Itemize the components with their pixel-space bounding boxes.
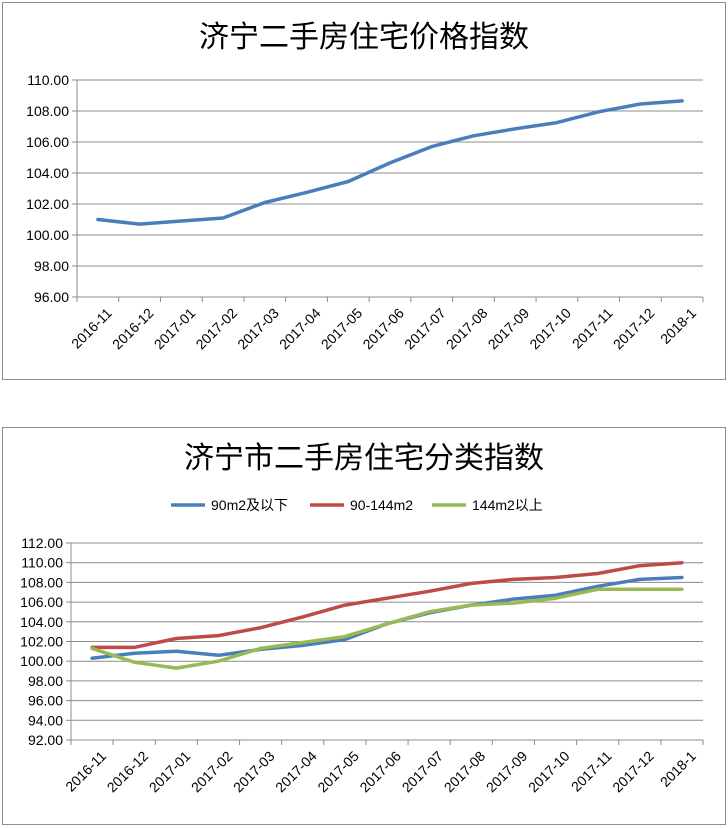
y-tick-label: 104.00 — [20, 614, 63, 630]
x-tick-label: 2017-08 — [443, 305, 491, 353]
legend-label: 90-144m2 — [350, 497, 413, 513]
y-tick-label: 112.00 — [21, 535, 63, 551]
y-tick-label: 110.00 — [21, 555, 63, 571]
y-tick-label: 106.00 — [26, 134, 69, 150]
x-tick-label: 2017-05 — [318, 305, 366, 353]
legend-label: 144m2以上 — [472, 497, 543, 513]
x-tick-label: 2017-05 — [314, 748, 362, 796]
price-index-chart: 济宁二手房住宅价格指数 96.00 98.00 100.00 102.00 104.00 1… — [26, 20, 704, 353]
x-tick-label: 2017-02 — [188, 748, 236, 796]
legend-label: 90m2及以下 — [211, 497, 288, 513]
category-index-chart-panel: 济宁市二手房住宅分类指数 92.00 94.00 96.00 98.00 100.00 10… — [2, 427, 726, 825]
category-index-chart: 济宁市二手房住宅分类指数 92.00 94.00 96.00 98.00 100.00 10… — [20, 441, 704, 796]
x-tick-label: 2017-07 — [401, 305, 449, 353]
series-line-2 — [90, 587, 684, 670]
price-index-chart-panel: 济宁二手房住宅价格指数 96.00 98.00 100.00 102.00 104.00 1… — [2, 2, 726, 380]
x-tick-label: 2017-10 — [525, 748, 573, 796]
y-tick-label: 108.00 — [20, 574, 63, 590]
y-tick-label: 102.00 — [26, 196, 69, 212]
x-tick-label: 2017-11 — [569, 305, 616, 352]
y-tick-label: 100.00 — [26, 227, 69, 243]
x-tick-label: 2017-08 — [441, 748, 489, 796]
chart-title: 济宁市二手房住宅分类指数 — [184, 441, 544, 476]
x-tick-label: 2017-12 — [609, 748, 657, 796]
series-line-1 — [90, 560, 684, 650]
x-tick-label: 2016-12 — [104, 748, 152, 796]
chart-title: 济宁二手房住宅价格指数 — [199, 20, 529, 55]
y-tick-label: 98.00 — [28, 673, 63, 689]
x-tick-label: 2017-03 — [230, 748, 278, 796]
x-tick-label: 2017-03 — [234, 305, 282, 353]
x-tick-label: 2016-11 — [62, 748, 109, 795]
x-tick-label: 2017-01 — [151, 305, 199, 353]
x-tick-label: 2018-1 — [657, 748, 699, 790]
y-tick-label: 94.00 — [28, 712, 63, 728]
y-tick-label: 96.00 — [28, 693, 63, 709]
y-tick-label: 102.00 — [20, 634, 63, 650]
x-tick-label: 2017-06 — [356, 748, 404, 796]
x-tick-label: 2017-09 — [485, 305, 533, 353]
x-tick-label: 2017-07 — [399, 748, 447, 796]
y-tick-label: 108.00 — [26, 103, 69, 119]
x-tick-label: 2017-09 — [483, 748, 531, 796]
x-tick-label: 2017-04 — [276, 305, 324, 353]
x-tick-label: 2017-06 — [359, 305, 407, 353]
x-tick-label: 2017-10 — [526, 305, 574, 353]
x-tick-label: 2016-12 — [109, 305, 157, 353]
x-tick-label: 2018-1 — [657, 305, 699, 347]
y-tick-label: 104.00 — [26, 165, 69, 181]
x-tick-label: 2017-11 — [568, 748, 615, 795]
x-tick-label: 2017-01 — [146, 748, 194, 796]
x-tick-label: 2017-02 — [192, 305, 240, 353]
y-tick-label: 100.00 — [20, 653, 63, 669]
series-line — [96, 99, 684, 226]
y-tick-label: 98.00 — [34, 258, 69, 274]
x-tick-label: 2016-11 — [68, 305, 115, 352]
y-tick-label: 96.00 — [34, 289, 69, 305]
x-tick-label: 2017-12 — [610, 305, 658, 353]
y-tick-label: 106.00 — [20, 594, 63, 610]
x-tick-label: 2017-04 — [272, 748, 320, 796]
y-tick-label: 92.00 — [28, 732, 63, 748]
y-tick-label: 110.00 — [27, 72, 69, 88]
